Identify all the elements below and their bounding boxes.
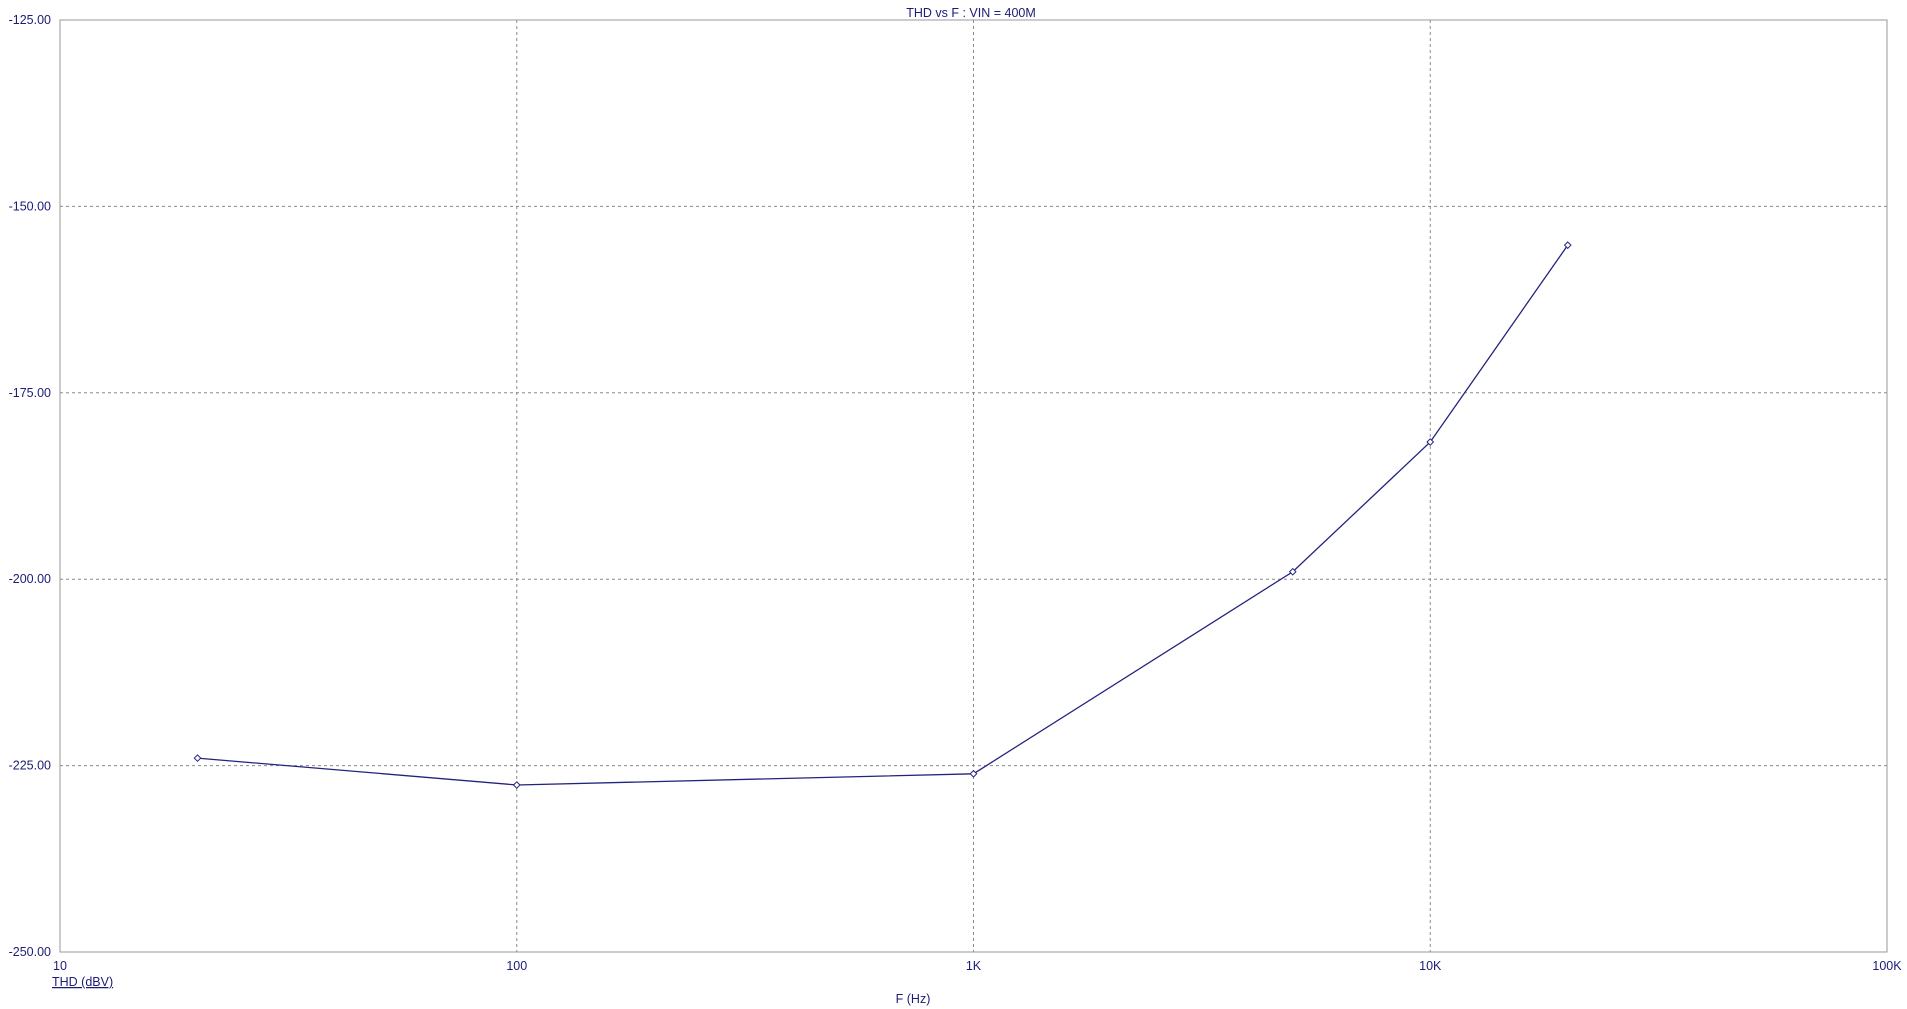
plot-frame xyxy=(59,19,1888,953)
y-tick-label: -125.00 xyxy=(9,13,51,27)
data-point xyxy=(1426,438,1435,446)
y-tick-labels: -125.00 -150.00 -175.00 -200.00 -225.00 -250.… xyxy=(9,13,51,959)
data-point xyxy=(512,781,521,789)
y-tick-label: -225.00 xyxy=(9,759,51,773)
y-tick-label: -150.00 xyxy=(9,199,51,213)
series-line xyxy=(197,244,1569,786)
data-point xyxy=(193,754,202,763)
chart-title: THD vs F : VIN = 400M xyxy=(906,6,1036,20)
y-tick-label: -250.00 xyxy=(9,945,51,959)
series-layer xyxy=(193,241,1572,789)
x-axis-label: F (Hz) xyxy=(896,992,931,1006)
data-point xyxy=(969,769,978,778)
y-tick-label: -175.00 xyxy=(9,386,51,400)
y-tick-label: -200.00 xyxy=(9,572,51,586)
x-tick-label: 100 xyxy=(506,959,527,973)
x-tick-labels: 10 100 1K 10K 100K xyxy=(53,959,1902,973)
y-axis-label: THD (dBV) xyxy=(52,975,113,989)
x-tick-label: 100K xyxy=(1872,959,1902,973)
data-point xyxy=(1563,241,1572,250)
data-point xyxy=(1288,567,1297,576)
x-tick-label: 1K xyxy=(966,959,982,973)
x-tick-label: 10K xyxy=(1419,959,1442,973)
x-tick-label: 10 xyxy=(53,959,67,973)
grid-layer xyxy=(60,20,1887,952)
